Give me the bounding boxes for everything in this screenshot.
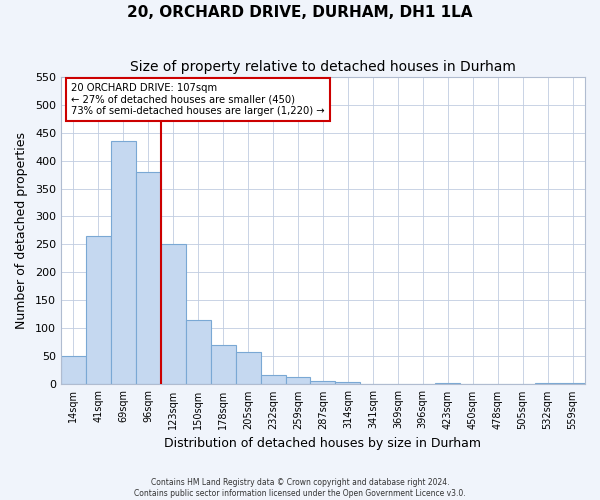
Bar [535, 383, 560, 384]
Text: Contains HM Land Registry data © Crown copyright and database right 2024.
Contai: Contains HM Land Registry data © Crown c… [134, 478, 466, 498]
Bar [161, 244, 186, 384]
Title: Size of property relative to detached houses in Durham: Size of property relative to detached ho… [130, 60, 516, 74]
Bar [111, 141, 136, 384]
Bar [211, 345, 236, 385]
Bar [61, 356, 86, 384]
Text: 20 ORCHARD DRIVE: 107sqm
← 27% of detached houses are smaller (450)
73% of semi-: 20 ORCHARD DRIVE: 107sqm ← 27% of detach… [71, 82, 325, 116]
Bar [186, 320, 211, 384]
Bar [236, 352, 260, 384]
Bar [310, 380, 335, 384]
Bar [86, 236, 111, 384]
Text: 20, ORCHARD DRIVE, DURHAM, DH1 1LA: 20, ORCHARD DRIVE, DURHAM, DH1 1LA [127, 5, 473, 20]
Bar [335, 382, 361, 384]
X-axis label: Distribution of detached houses by size in Durham: Distribution of detached houses by size … [164, 437, 481, 450]
Y-axis label: Number of detached properties: Number of detached properties [15, 132, 28, 329]
Bar [435, 383, 460, 384]
Bar [136, 172, 161, 384]
Bar [260, 375, 286, 384]
Bar [286, 377, 310, 384]
